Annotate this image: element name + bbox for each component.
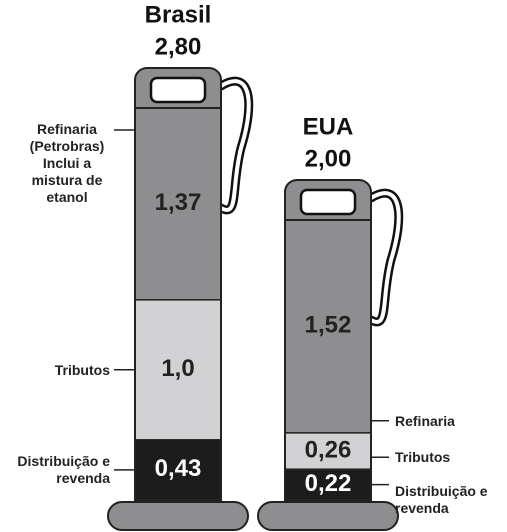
value-label: 0,43 (155, 455, 202, 482)
value-label: 0,22 (305, 470, 352, 497)
segment-label: Distribuição e revenda (395, 483, 495, 517)
segment-label: Distribuição e revenda (10, 453, 110, 487)
category-label: EUA (303, 113, 354, 140)
pump-window (301, 190, 355, 214)
total-label: 2,00 (305, 145, 352, 172)
infographic: Brasil 2,80 0,43 1,0 1,37 EUA 2,00 0,22 0,26 1,52… (0, 0, 507, 532)
segment-label: Refinaria (Petrobras) Inclui a mistura d… (18, 121, 116, 206)
category-label: Brasil (145, 1, 212, 28)
value-label: 1,37 (155, 189, 202, 216)
pump-base (258, 502, 398, 530)
value-label: 1,52 (305, 312, 352, 339)
pump-base (108, 502, 248, 530)
segment-label: Tributos (395, 449, 495, 466)
value-label: 1,0 (161, 355, 194, 382)
segment-label: Refinaria (395, 413, 495, 430)
segment-label: Tributos (10, 362, 110, 379)
total-label: 2,80 (155, 33, 202, 60)
value-label: 0,26 (305, 436, 352, 463)
pump-window (151, 78, 205, 102)
